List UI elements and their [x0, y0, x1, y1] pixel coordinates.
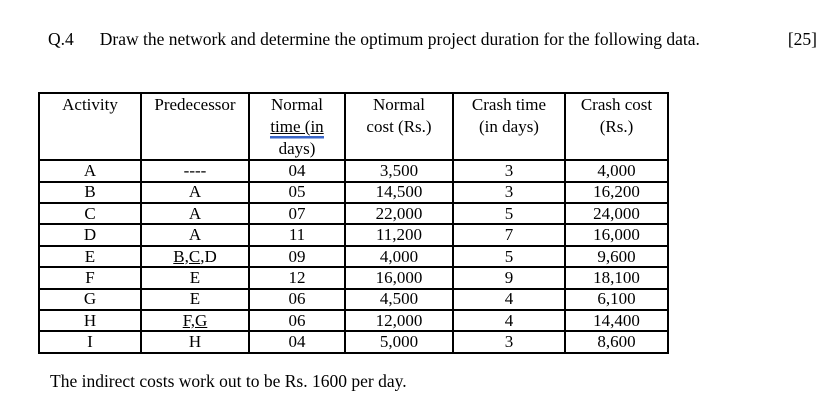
- crash-time-cell: 3: [452, 159, 566, 183]
- activity-cell: B: [38, 180, 142, 205]
- table-row: D A 11 11,200 7 16,000: [38, 223, 669, 247]
- col-header-predecessor-label: Predecessor: [154, 95, 236, 114]
- crash-cost-cell: 8,600: [564, 330, 669, 354]
- predecessor-cell: E: [140, 287, 250, 312]
- normal-time-cell: 04: [248, 330, 346, 354]
- col-header-activity: Activity: [38, 91, 142, 162]
- predecessor-plain: A: [188, 182, 202, 202]
- col-header-activity-label: Activity: [62, 95, 118, 114]
- predecessor-plain: A: [188, 203, 202, 223]
- crash-time-cell: 3: [452, 330, 566, 354]
- crash-cost-cell: 16,000: [564, 223, 669, 247]
- table-row: G E 06 4,500 4 6,100: [38, 287, 669, 312]
- crash-time-cell: 9: [452, 266, 566, 290]
- predecessor-plain: A: [188, 225, 202, 245]
- crash-cost-cell: 24,000: [564, 202, 669, 226]
- normal-time-cell: 07: [248, 202, 346, 226]
- normal-cost-line2: cost (Rs.): [366, 116, 432, 136]
- col-header-predecessor: Predecessor: [140, 91, 250, 162]
- activity-cell: E: [38, 244, 142, 269]
- predecessor-plain: ----: [183, 161, 207, 181]
- question-marks: [25]: [787, 29, 817, 49]
- normal-time-line2: time (in: [270, 116, 324, 136]
- question-number: Q.4: [48, 29, 74, 49]
- normal-time-cell: 11: [248, 223, 346, 247]
- crash-cost-cell: 14,400: [564, 308, 669, 333]
- predecessor-plain: H: [188, 332, 202, 352]
- crash-time-cell: 7: [452, 223, 566, 247]
- table-row: B A 05 14,500 3 16,200: [38, 180, 669, 205]
- normal-time-line1: Normal: [271, 95, 323, 114]
- normal-time-line3: days): [278, 138, 316, 158]
- table-row: F E 12 16,000 9 18,100: [38, 266, 669, 290]
- col-header-crash-time: Crash time (in days): [452, 91, 566, 162]
- normal-time-cell: 06: [248, 287, 346, 312]
- normal-cost-cell: 22,000: [344, 202, 454, 226]
- predecessor-cell: F,G: [140, 308, 250, 333]
- crash-time-line1: Crash time: [471, 95, 547, 114]
- predecessor-cell: A: [140, 223, 250, 247]
- activity-cell: G: [38, 287, 142, 312]
- predecessor-cell: B,C,D: [140, 244, 250, 269]
- activity-cell: D: [38, 223, 142, 247]
- activity-cell: F: [38, 266, 142, 290]
- normal-time-cell: 06: [248, 308, 346, 333]
- table-header-row: Activity Predecessor Normal time (in day…: [38, 91, 669, 162]
- predecessor-cell: H: [140, 330, 250, 354]
- normal-cost-cell: 11,200: [344, 223, 454, 247]
- col-header-crash-cost: Crash cost (Rs.): [564, 91, 669, 162]
- table-row: I H 04 5,000 3 8,600: [38, 330, 669, 354]
- activity-cell: C: [38, 202, 142, 226]
- crash-cost-cell: 18,100: [564, 266, 669, 290]
- crash-cost-line2: (Rs.): [599, 116, 634, 136]
- normal-time-cell: 04: [248, 159, 346, 183]
- normal-cost-cell: 5,000: [344, 330, 454, 354]
- crash-cost-line1: Crash cost: [580, 95, 653, 114]
- question-text: Draw the network and determine the optim…: [99, 29, 700, 49]
- normal-cost-cell: 16,000: [344, 266, 454, 290]
- normal-time-cell: 12: [248, 266, 346, 290]
- predecessor-plain: E: [189, 267, 201, 287]
- predecessor-cell: E: [140, 266, 250, 290]
- activity-crash-table: Activity Predecessor Normal time (in day…: [38, 91, 669, 354]
- normal-time-cell: 05: [248, 180, 346, 205]
- predecessor-cell: A: [140, 202, 250, 226]
- activity-cell: H: [38, 308, 142, 333]
- normal-time-cell: 09: [248, 244, 346, 269]
- predecessor-plain: E: [189, 289, 201, 309]
- indirect-cost-note: The indirect costs work out to be Rs. 16…: [50, 371, 407, 391]
- predecessor-cell: A: [140, 180, 250, 205]
- table-row: H F,G 06 12,000 4 14,400: [38, 308, 669, 333]
- normal-cost-cell: 3,500: [344, 159, 454, 183]
- question-line: Q.4 Draw the network and determine the o…: [48, 29, 817, 50]
- table-row: E B,C,D 09 4,000 5 9,600: [38, 244, 669, 269]
- predecessor-plain: ,D: [200, 246, 217, 266]
- table-row: C A 07 22,000 5 24,000: [38, 202, 669, 226]
- normal-cost-cell: 14,500: [344, 180, 454, 205]
- predecessor-cell: ----: [140, 159, 250, 183]
- normal-cost-cell: 12,000: [344, 308, 454, 333]
- activity-cell: I: [38, 330, 142, 354]
- col-header-normal-time: Normal time (in days): [248, 91, 346, 162]
- crash-time-cell: 3: [452, 180, 566, 205]
- predecessor-underlined: F,G: [182, 310, 208, 330]
- table-row: A ---- 04 3,500 3 4,000: [38, 159, 669, 183]
- crash-time-cell: 4: [452, 287, 566, 312]
- col-header-normal-cost: Normal cost (Rs.): [344, 91, 454, 162]
- normal-cost-cell: 4,000: [344, 244, 454, 269]
- crash-cost-cell: 16,200: [564, 180, 669, 205]
- normal-cost-cell: 4,500: [344, 287, 454, 312]
- crash-time-cell: 5: [452, 244, 566, 269]
- activity-cell: A: [38, 159, 142, 183]
- normal-cost-line1: Normal: [373, 95, 425, 114]
- crash-time-cell: 4: [452, 308, 566, 333]
- predecessor-underlined: B,C: [173, 246, 201, 266]
- crash-time-line2: (in days): [479, 116, 539, 136]
- crash-cost-cell: 6,100: [564, 287, 669, 312]
- crash-time-cell: 5: [452, 202, 566, 226]
- crash-cost-cell: 9,600: [564, 244, 669, 269]
- crash-cost-cell: 4,000: [564, 159, 669, 183]
